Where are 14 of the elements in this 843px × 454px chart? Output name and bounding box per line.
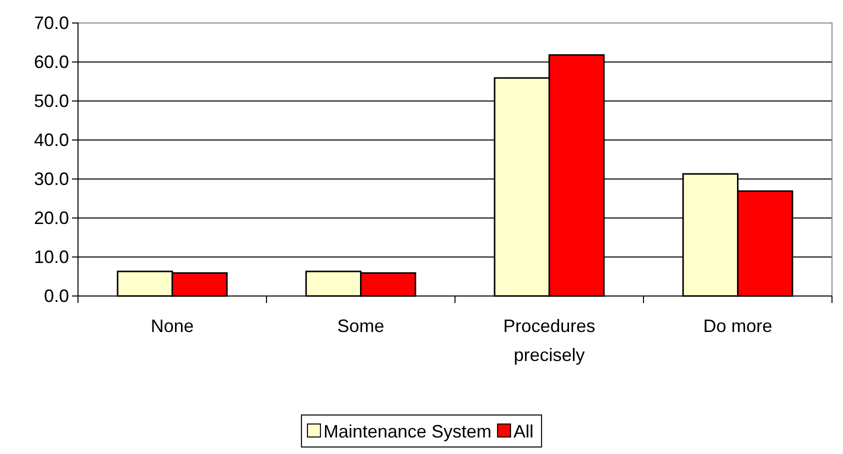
legend-label: Maintenance System bbox=[323, 421, 492, 442]
x-tick-label: None bbox=[150, 316, 194, 336]
y-tick-label: 60.0 bbox=[34, 52, 69, 72]
y-tick-label: 0.0 bbox=[44, 286, 69, 306]
y-tick-label: 40.0 bbox=[34, 130, 69, 150]
y-tick-label: 10.0 bbox=[34, 246, 69, 267]
legend-label: All bbox=[514, 421, 534, 442]
y-tick-label: 20.0 bbox=[34, 208, 69, 228]
x-tick-label: Do more bbox=[703, 316, 772, 336]
x-tick-label: Some bbox=[337, 316, 384, 336]
y-tick-label: 50.0 bbox=[34, 90, 69, 111]
y-tick-label: 30.0 bbox=[34, 168, 69, 189]
y-tick-label: 70.0 bbox=[34, 12, 69, 33]
x-tick-label: Procedures precisely bbox=[503, 316, 596, 365]
